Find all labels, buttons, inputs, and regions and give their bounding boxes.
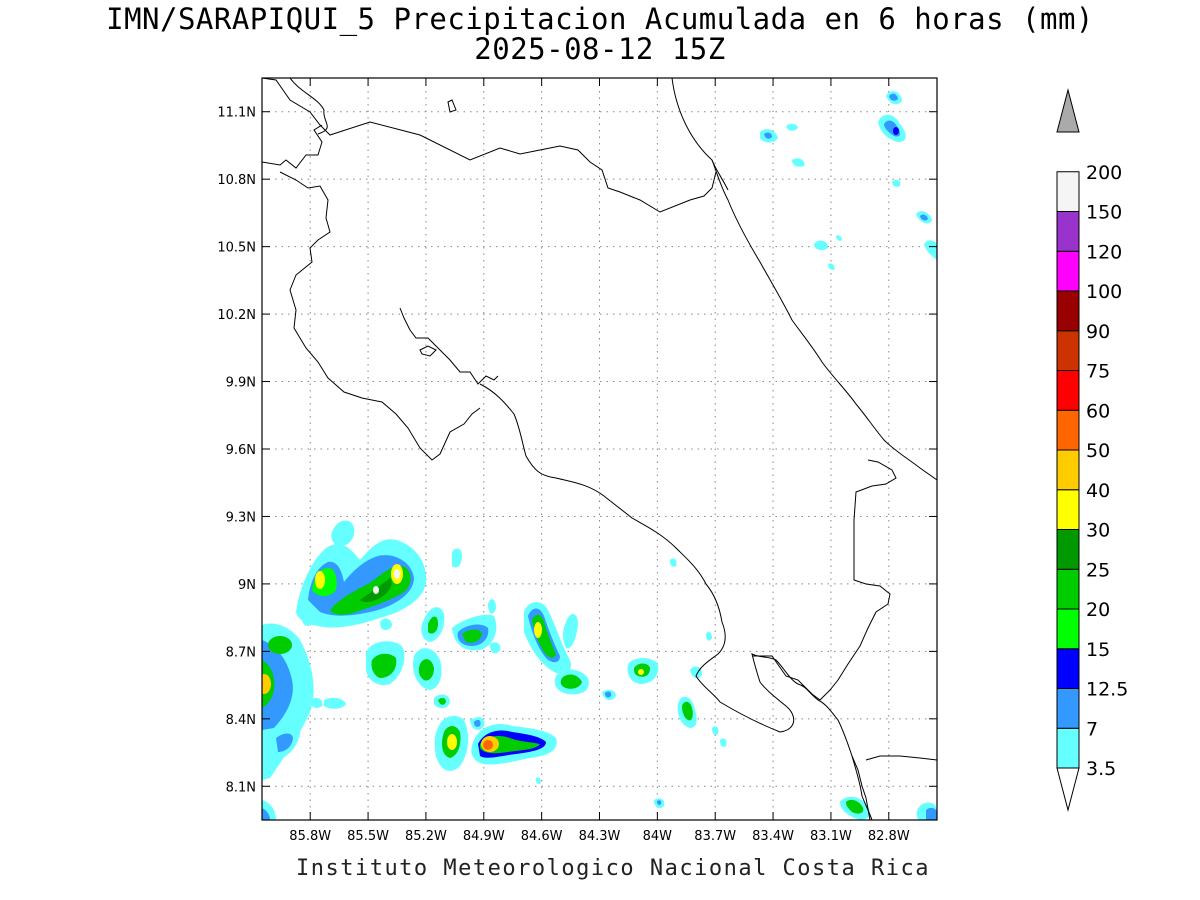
colorbar-label: 60 <box>1086 400 1110 422</box>
colorbar-swatch <box>1056 171 1080 212</box>
colorbar-swatch <box>1056 370 1080 411</box>
small-island-north <box>447 99 457 113</box>
grid-lines <box>262 78 937 820</box>
colorbar-label: 20 <box>1086 599 1110 621</box>
rain-cell-nicoya-band <box>296 520 462 628</box>
colorbar-min-arrow <box>1056 767 1080 812</box>
caribbean-coast <box>711 159 937 481</box>
colorbar-swatch <box>1056 489 1080 530</box>
colorbar-legend: 3.5 7 12.5 15 20 25 30 40 50 60 75 90 100 120 150 200 <box>1056 88 1128 812</box>
golfito-bay <box>752 655 821 701</box>
rain-cell-west-coast <box>262 623 314 780</box>
lon-tick-label: 84W <box>643 829 673 844</box>
colorbar-swatch <box>1056 608 1080 650</box>
map-title: IMN/SARAPIQUI_5 Precipitacion Acumulada … <box>106 2 1094 36</box>
lon-tick-label: 85.2W <box>405 829 447 844</box>
colorbar-swatch <box>1056 330 1080 371</box>
colorbar-label: 3.5 <box>1086 758 1116 780</box>
colorbar-swatch <box>1056 648 1080 689</box>
colorbar-label: 12.5 <box>1086 679 1128 701</box>
colorbar-label: 30 <box>1086 520 1110 542</box>
colorbar-label: 7 <box>1086 718 1098 740</box>
colorbar-swatch <box>1056 727 1080 769</box>
lat-tick-label: 8.4N <box>226 713 256 728</box>
colorbar-label: 75 <box>1086 361 1110 383</box>
pacific-coast-guanacaste <box>262 124 481 461</box>
lat-tick-label: 9N <box>238 578 256 593</box>
lat-tick-label: 9.3N <box>226 510 256 525</box>
footer-credit: Instituto Meteorologico Nacional Costa R… <box>295 856 931 881</box>
lat-tick-label: 10.5N <box>217 241 256 256</box>
colorbar-swatch <box>1056 529 1080 570</box>
central-pacific-coast <box>479 383 873 820</box>
colorbar-label: 100 <box>1086 281 1122 303</box>
lat-tick-label: 10.2N <box>217 308 256 323</box>
lat-tick-label: 9.6N <box>226 443 256 458</box>
colorbar-label: 120 <box>1086 241 1122 263</box>
coastlines-and-borders <box>262 78 937 820</box>
precipitation-field <box>262 91 937 820</box>
colorbar-label: 25 <box>1086 559 1110 581</box>
colorbar-label: 200 <box>1086 162 1122 184</box>
colorbar-swatch <box>1056 568 1080 610</box>
colorbar-label: 150 <box>1086 202 1122 224</box>
panama-border <box>819 459 897 701</box>
chira-island <box>419 345 437 357</box>
lat-tick-label: 11.1N <box>217 106 256 121</box>
axis-ticks <box>262 78 937 820</box>
colorbar-label: 40 <box>1086 480 1110 502</box>
lon-tick-label: 84.3W <box>579 829 621 844</box>
colorbar-swatch <box>1056 409 1080 451</box>
lat-tick-label: 10.8N <box>217 173 256 188</box>
colorbar-swatch <box>1056 211 1080 252</box>
rain-cells-central <box>366 599 501 709</box>
lon-tick-label: 84.6W <box>521 829 563 844</box>
lon-tick-label: 82.8W <box>868 829 910 844</box>
lon-tick-label: 83.4W <box>752 829 794 844</box>
lon-tick-label: 85.8W <box>289 829 331 844</box>
colorbar-max-arrow <box>1056 88 1080 133</box>
lat-tick-label: 9.9N <box>226 376 256 391</box>
rain-cells-caribbean-and-south <box>262 91 937 820</box>
colorbar-swatch <box>1056 290 1080 332</box>
burica-peninsula <box>851 755 937 820</box>
map-subtitle-datetime: 2025-08-12 15Z <box>474 32 726 66</box>
lon-tick-label: 83.1W <box>810 829 852 844</box>
colorbar-swatch <box>1056 449 1080 491</box>
lon-tick-label: 83.7W <box>694 829 736 844</box>
rain-cells-southern-band <box>302 558 727 808</box>
lat-tick-label: 8.7N <box>226 645 256 660</box>
colorbar-label: 15 <box>1086 639 1110 661</box>
lon-tick-label: 84.9W <box>463 829 505 844</box>
nicaragua-border <box>262 78 717 213</box>
colorbar-label: 50 <box>1086 440 1110 462</box>
san-juan-river <box>671 78 729 191</box>
nicoya-gulf <box>399 307 499 385</box>
lat-tick-label: 8.1N <box>226 780 256 795</box>
lake-nicaragua-shore <box>289 78 328 135</box>
colorbar-swatch <box>1056 250 1080 292</box>
lon-tick-label: 85.5W <box>347 829 389 844</box>
longitude-axis-labels: 85.8W 85.5W 85.2W 84.9W 84.6W 84.3W 84W 83.7W 83… <box>289 829 910 844</box>
colorbar-swatch <box>1056 688 1080 729</box>
latitude-axis-labels: 11.1N 10.8N 10.5N 10.2N 9.9N 9.6N 9.3N 9N 8.7N 8.… <box>217 106 256 796</box>
colorbar-label: 90 <box>1086 321 1110 343</box>
